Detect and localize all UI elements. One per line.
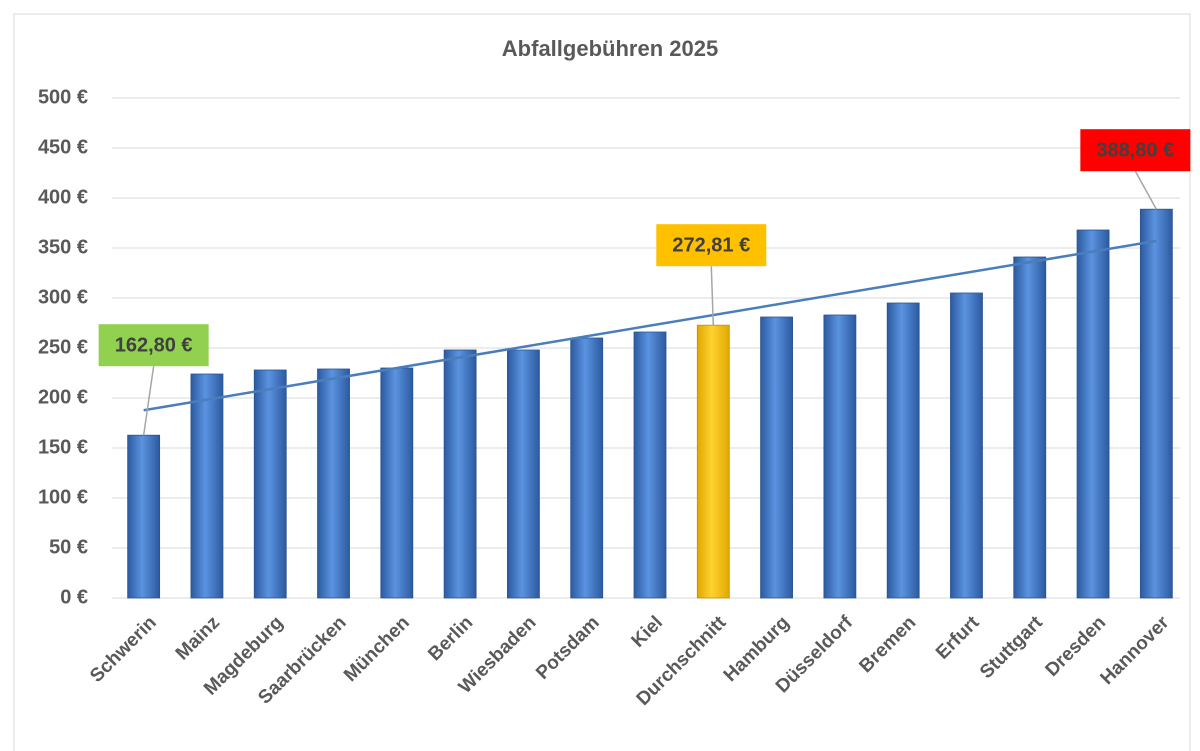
bar [127, 434, 161, 599]
data-label: 272,81 € [672, 234, 750, 256]
bar [507, 349, 540, 599]
bar [1139, 208, 1173, 599]
data-label: 162,80 € [115, 334, 193, 356]
bar [570, 337, 604, 599]
bar [823, 314, 857, 599]
bar [317, 368, 350, 599]
leader-line [142, 366, 155, 436]
bar [760, 316, 793, 599]
y-tick-label: 350 € [38, 236, 88, 258]
bar [253, 369, 287, 599]
bar [380, 367, 414, 599]
trendline [143, 239, 1157, 412]
y-tick-label: 200 € [38, 386, 88, 408]
data-label-box [656, 224, 767, 267]
bar [443, 349, 477, 599]
bar [1013, 256, 1047, 599]
y-tick-label: 300 € [38, 286, 88, 308]
y-tick-label: 450 € [38, 136, 88, 158]
data-label: 388,80 € [1096, 139, 1174, 161]
chart-title: Abfallgebühren 2025 [502, 36, 718, 61]
bar [886, 302, 920, 599]
bar [633, 331, 667, 599]
y-tick-label: 500 € [38, 86, 88, 108]
y-tick-label: 100 € [38, 486, 88, 508]
bar [190, 373, 224, 599]
leader-line [1134, 170, 1158, 210]
y-tick-label: 400 € [38, 186, 88, 208]
data-label-box [98, 324, 209, 367]
data-label-box [1080, 129, 1191, 172]
y-tick-label: 0 € [60, 586, 88, 608]
bar [696, 324, 730, 599]
y-tick-label: 50 € [49, 536, 88, 558]
bar [1076, 229, 1110, 599]
y-tick-label: 250 € [38, 336, 88, 358]
y-tick-label: 150 € [38, 436, 88, 458]
bar [950, 292, 983, 599]
leader-line [710, 266, 715, 326]
